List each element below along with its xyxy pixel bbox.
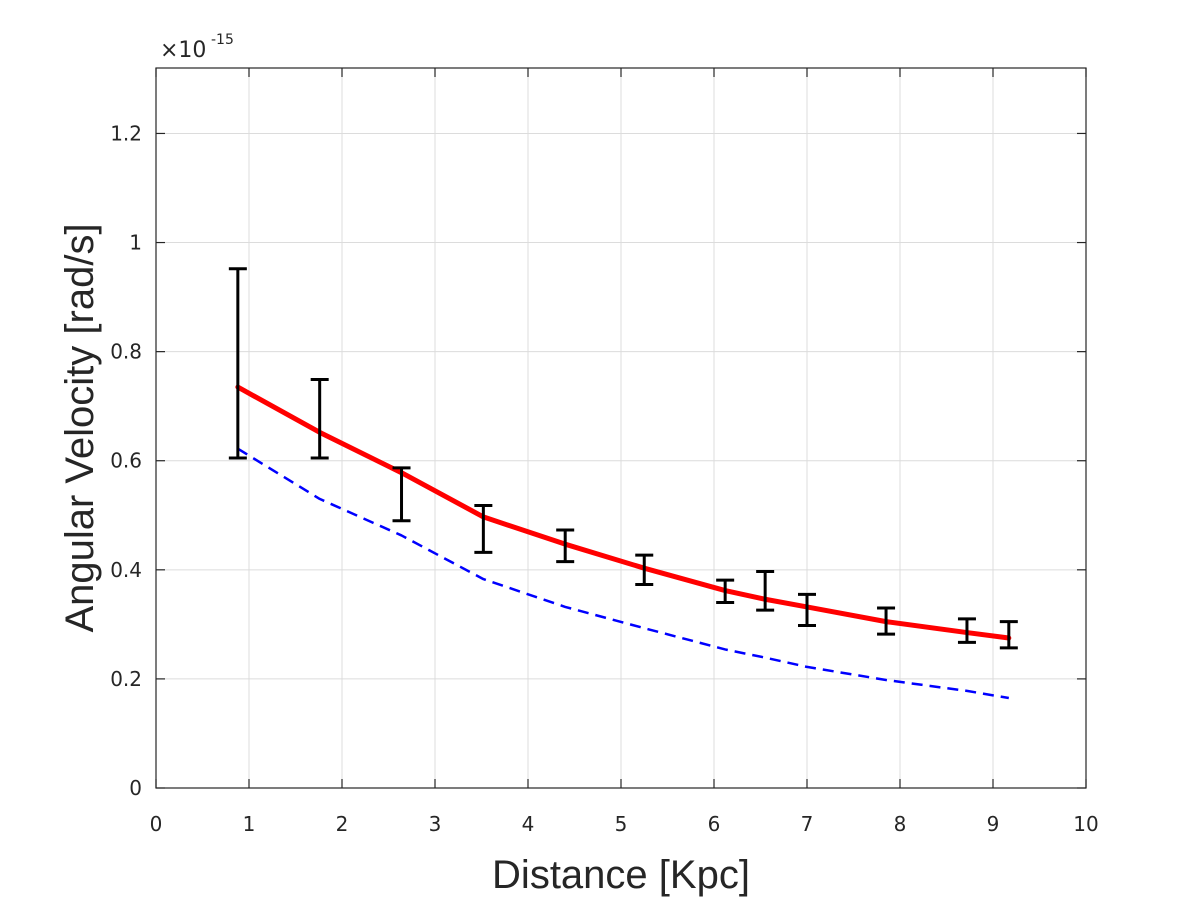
y-tick-label: 0.8 [110,340,142,364]
error-bar [228,267,247,460]
error-bar [716,578,735,605]
error-bar [999,620,1018,650]
x-tick-label: 2 [336,812,349,836]
x-tick-label: 7 [801,812,814,836]
error-bar [877,606,896,636]
error-bar [392,466,411,523]
x-tick-label: 3 [429,812,442,836]
y-tick-label: 0.6 [110,449,142,473]
y-axis-title: Angular Velocity [rad/s] [58,223,102,632]
x-tick-label: 5 [615,812,628,836]
y-tick-label: 0 [129,776,142,800]
y-tick-label: 1 [129,231,142,255]
baseline-dashed-line [237,447,1010,700]
model-fit-line [235,384,1012,641]
error-bar [310,377,329,460]
x-tick-label: 1 [243,812,256,836]
y-tick-label: 1.2 [110,121,142,145]
x-tick-label: 8 [894,812,907,836]
x-tick-label: 4 [522,812,535,836]
grid-lines [156,68,1086,788]
y-tick-label: 0.2 [110,667,142,691]
axis-ticks [155,68,1087,789]
y-exponent-power: -15 [211,32,234,48]
x-tick-label: 6 [708,812,721,836]
error-bar [556,528,575,564]
x-tick-label: 0 [150,812,163,836]
x-tick-label: 9 [987,812,1000,836]
error-bar [756,569,775,612]
error-bar [474,503,493,554]
y-tick-label: 0.4 [110,558,142,582]
error-bar [957,617,976,644]
data-series [228,267,1018,700]
x-tick-label: 10 [1073,812,1098,836]
error-bar [798,592,816,627]
x-axis-title: Distance [Kpc] [492,853,750,897]
tick-labels: 0 1 2 3 4 5 6 7 8 9 10 0 0.2 0.4 0.6 0.8 1 1.2 [110,121,1099,836]
error-bar [635,553,654,587]
y-exponent-label: ×10 [160,38,206,63]
